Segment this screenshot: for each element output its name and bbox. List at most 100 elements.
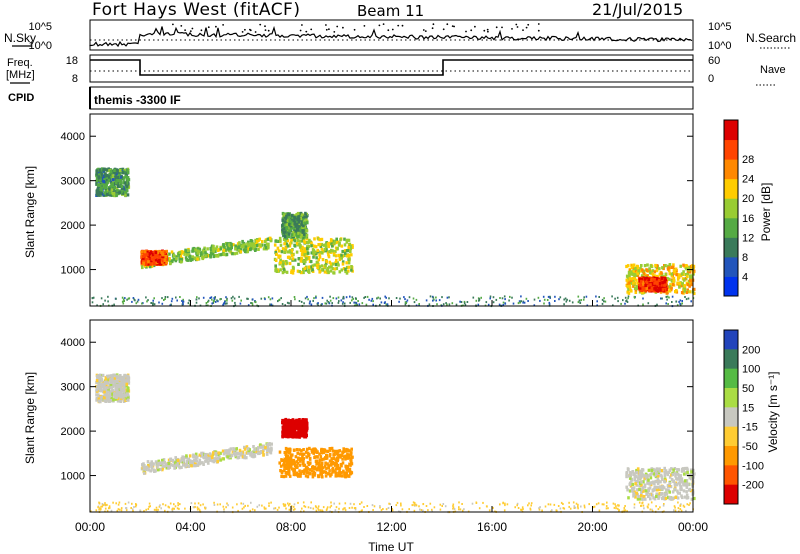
power-cell [153, 255, 157, 260]
power-cell [333, 242, 336, 246]
velocity-cell [126, 389, 129, 393]
power-cell [435, 296, 437, 299]
power-cell [304, 211, 307, 215]
power-cell [301, 229, 304, 233]
power-cell [219, 247, 223, 251]
power-cell [279, 239, 282, 243]
velocity-cell [338, 466, 342, 470]
velocity-cell [641, 468, 645, 472]
power-cell [247, 304, 250, 307]
power-cell [121, 300, 124, 303]
velocity-cell [298, 463, 302, 467]
velocity-cell [683, 495, 687, 499]
power-cell [239, 302, 242, 305]
power-cell [101, 182, 104, 186]
power-cell [303, 302, 305, 305]
velocity-cell [385, 508, 388, 511]
velocity-cell [123, 374, 126, 378]
power-cell [143, 252, 146, 256]
velocity-cell [167, 461, 171, 466]
power-cell [98, 188, 102, 192]
power-cell [292, 237, 295, 241]
power-cell [161, 297, 163, 300]
power-cell [331, 244, 334, 248]
velocity-cell [122, 398, 126, 402]
power-cell [226, 302, 228, 305]
velocity-cell [203, 453, 207, 457]
velocity-cell [108, 397, 111, 401]
velocity-cell [95, 379, 99, 383]
power-cell [110, 176, 113, 180]
power-cell [121, 296, 124, 299]
power-cell [653, 287, 656, 291]
velocity-cell [265, 452, 269, 456]
velocity-cell [689, 468, 693, 472]
velocity-cell [668, 481, 671, 486]
velocity-cell [313, 455, 317, 459]
power-cell [176, 299, 178, 302]
velocity-cell [311, 472, 314, 476]
power-cell [385, 303, 388, 306]
power-cell [577, 295, 580, 298]
velocity-cell [280, 474, 283, 478]
power-cell [247, 240, 250, 244]
velocity-cell [185, 454, 188, 458]
power-cell [527, 300, 529, 302]
velocity-cell [211, 454, 214, 458]
power-cell [671, 295, 674, 298]
power-colorbar-swatch [724, 178, 738, 199]
power-cell [511, 296, 513, 299]
power-cell [196, 296, 198, 299]
power-cell [277, 300, 279, 303]
velocity-cell [296, 461, 300, 465]
power-cell [655, 276, 659, 281]
power-cell [347, 253, 351, 257]
velocity-cell [174, 456, 177, 460]
power-cell [643, 287, 646, 291]
velocity-cell [663, 493, 667, 497]
power-cell [331, 302, 333, 305]
velocity-cell [292, 422, 295, 426]
power-cell [214, 247, 218, 251]
power-cell [334, 241, 338, 245]
power-cell [296, 228, 300, 232]
velocity-cell [255, 447, 258, 451]
power-cell [282, 231, 286, 235]
velocity-cell [672, 468, 675, 472]
power-cell [197, 250, 201, 254]
power-cell [632, 284, 635, 288]
power-cell [313, 297, 315, 300]
power-cell [104, 299, 106, 302]
power-cell [230, 245, 233, 249]
velocity-cell [127, 386, 130, 390]
nsky-dot [432, 23, 435, 26]
power-cell [517, 302, 520, 305]
power-cell [299, 217, 302, 221]
power-cell [124, 193, 127, 197]
power-cell [336, 247, 339, 251]
power-cell [237, 245, 241, 249]
velocity-cell [324, 470, 328, 475]
nsky-dot [483, 29, 486, 32]
power-cell [685, 298, 688, 301]
power-cell [687, 266, 691, 270]
power-cell [288, 261, 292, 266]
velocity-cell [331, 470, 334, 474]
velocity-cell [627, 496, 630, 500]
power-cell [310, 303, 313, 306]
power-cell [478, 299, 480, 302]
velocity-cell [592, 506, 595, 509]
power-cell [113, 177, 117, 181]
velocity-cell [297, 419, 301, 423]
power-cell [585, 295, 588, 298]
power-cell [625, 299, 628, 302]
power-cell [278, 261, 282, 265]
power-cell [298, 242, 301, 246]
velocity-cell [115, 391, 118, 395]
nsky-dot [259, 23, 262, 26]
velocity-cell [204, 459, 207, 463]
nsky-label: N.Sky [4, 31, 36, 45]
velocity-cell [353, 503, 355, 506]
velocity-cell [95, 398, 98, 402]
velocity-cell [666, 483, 670, 488]
